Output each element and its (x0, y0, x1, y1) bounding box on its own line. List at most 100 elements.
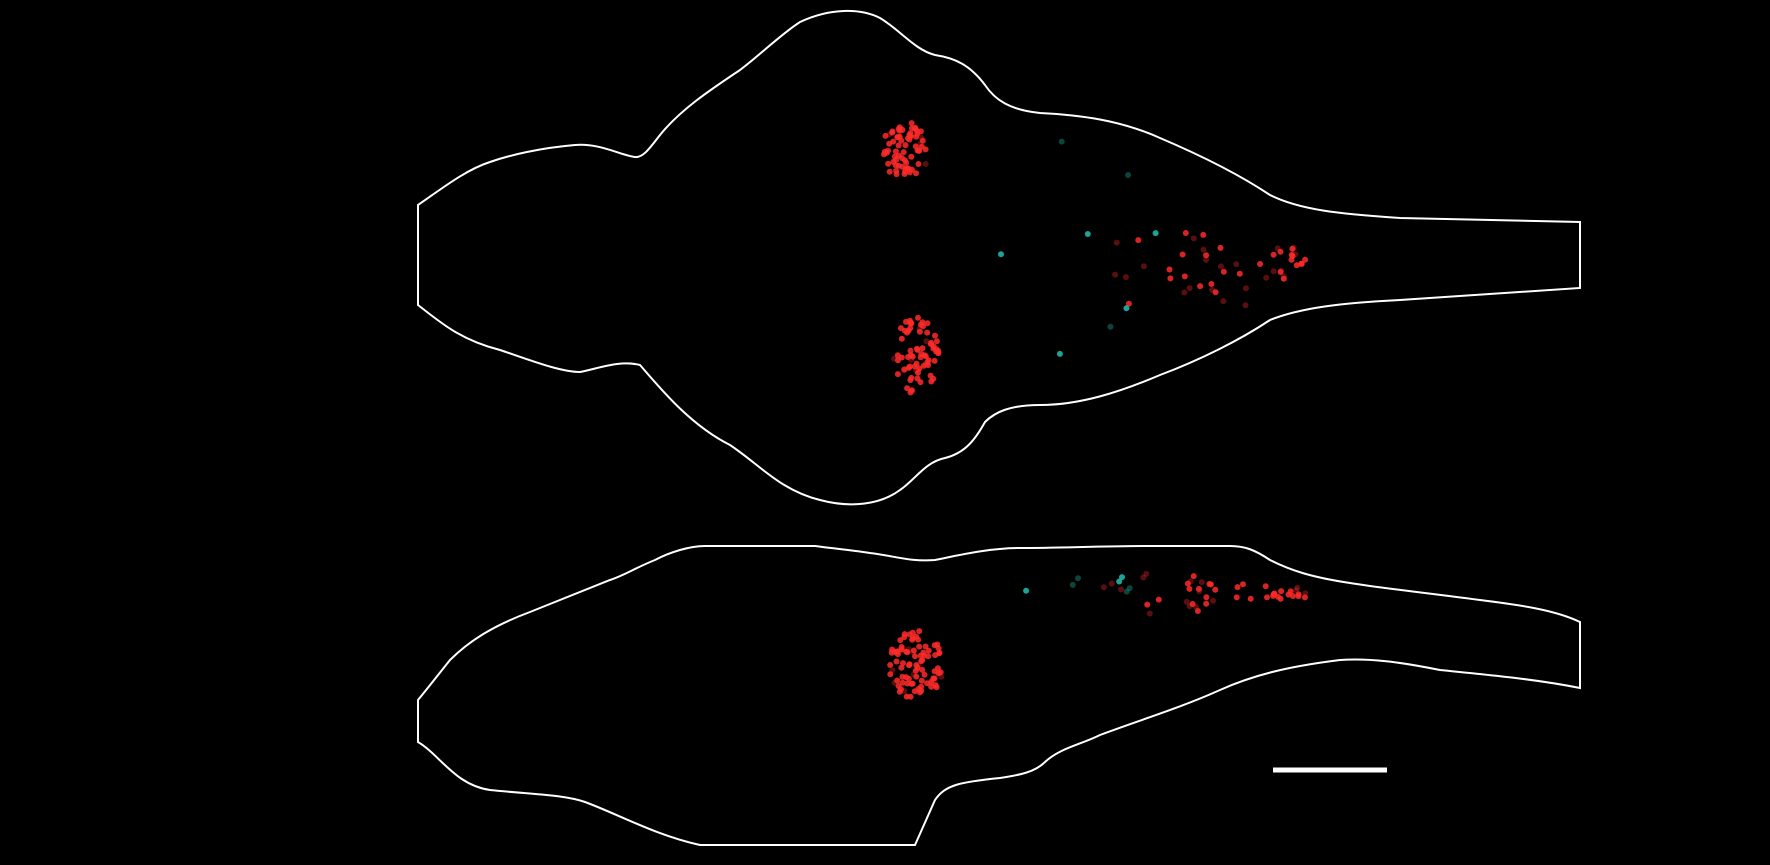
red-cell-marker (900, 660, 906, 667)
red-cell-marker (1264, 594, 1270, 601)
red-cell-marker (1212, 586, 1219, 593)
red-cell-marker (1270, 251, 1277, 258)
red-cell-marker (1144, 601, 1151, 608)
red-cell-marker (1181, 273, 1188, 280)
red-cell-marker (916, 328, 923, 335)
red-cell-marker (914, 664, 921, 671)
red-cell-marker (920, 649, 927, 656)
red-cell-marker (1194, 608, 1201, 614)
red-cell-marker (897, 647, 904, 654)
red-cell-marker (1203, 252, 1210, 259)
cyan-cell-marker (1126, 585, 1133, 592)
red-cell-marker (1208, 281, 1215, 287)
red-cell-marker (1274, 245, 1281, 252)
red-cell-marker (925, 647, 932, 654)
red-cell-marker (1186, 285, 1193, 292)
red-cell-marker (1135, 237, 1142, 244)
red-cell-marker (928, 679, 935, 685)
red-cell-marker (892, 148, 899, 155)
red-cell-marker (1125, 300, 1132, 307)
red-cell-marker (1281, 273, 1287, 280)
red-cell-marker (1146, 610, 1153, 617)
red-cell-marker (913, 673, 920, 680)
red-cell-marker (898, 335, 905, 342)
red-cell-marker (930, 345, 937, 352)
red-cell-marker (901, 688, 908, 694)
red-cell-marker (901, 171, 908, 177)
red-cell-marker (896, 688, 903, 695)
red-cell-marker (919, 137, 926, 144)
red-cell-marker (1302, 256, 1309, 263)
red-cell-marker (922, 353, 929, 360)
red-cell-marker (1189, 601, 1196, 607)
red-cell-marker (918, 677, 925, 684)
red-cell-marker (1295, 593, 1302, 600)
lateral-view (417, 545, 1581, 846)
red-cell-marker (1182, 230, 1189, 236)
red-cell-marker (1198, 579, 1205, 586)
red-cell-marker (1100, 584, 1107, 591)
lateral-brain-outline (417, 545, 1581, 846)
cyan-cell-marker (1075, 575, 1081, 582)
red-cell-marker (935, 347, 942, 354)
dorsal-brain-outline (417, 10, 1581, 506)
red-cell-marker (1243, 285, 1249, 292)
red-cell-marker (1183, 598, 1190, 605)
red-cell-marker (914, 147, 921, 154)
red-cell-marker (1140, 263, 1147, 270)
red-cell-marker (936, 649, 943, 656)
red-cell-marker (921, 671, 928, 678)
red-cell-marker (895, 126, 902, 132)
red-cell-marker (903, 693, 910, 700)
red-cell-marker (1242, 302, 1249, 309)
cyan-cell-marker (1058, 138, 1065, 145)
red-cell-marker (927, 372, 934, 379)
cyan-cell-marker (1125, 172, 1132, 178)
red-cell-marker (901, 631, 908, 638)
red-cell-marker (894, 651, 901, 658)
red-cell-marker (915, 369, 921, 376)
red-cell-marker (933, 338, 940, 345)
red-cell-marker (1293, 262, 1300, 269)
red-cell-marker (902, 142, 909, 149)
cyan-cell-marker (1056, 350, 1063, 357)
red-cell-marker (1285, 591, 1292, 598)
red-cell-marker (909, 353, 916, 360)
red-cell-marker (1212, 289, 1219, 296)
red-cell-marker (1203, 600, 1210, 607)
red-cell-marker (906, 317, 913, 324)
red-cell-marker (916, 628, 923, 635)
red-cell-marker (1218, 263, 1224, 270)
red-cell-marker (914, 346, 921, 353)
red-cell-marker (897, 637, 904, 644)
red-cell-marker (1112, 271, 1119, 278)
red-cell-marker (915, 662, 922, 668)
red-cell-marker (1179, 251, 1186, 258)
red-cell-marker (916, 643, 923, 650)
red-cell-marker (922, 161, 929, 167)
cyan-cell-marker (1084, 231, 1091, 237)
red-cell-marker (886, 168, 893, 175)
red-cell-marker (903, 648, 910, 655)
cell-markers (881, 120, 1309, 700)
red-cell-marker (895, 142, 902, 149)
red-cell-marker (913, 170, 919, 177)
red-cell-marker (919, 345, 926, 352)
red-cell-marker (1184, 580, 1191, 587)
red-cell-marker (908, 120, 915, 127)
red-cell-marker (1277, 248, 1284, 255)
red-cell-marker (923, 338, 930, 345)
red-cell-marker (1262, 583, 1269, 590)
red-cell-marker (917, 379, 924, 386)
cyan-cell-marker (1152, 230, 1159, 237)
red-cell-marker (907, 347, 914, 354)
red-cell-marker (1220, 268, 1227, 275)
red-cell-marker (932, 682, 939, 689)
red-cell-marker (931, 357, 938, 364)
red-cell-marker (888, 649, 895, 656)
red-cell-marker (1197, 283, 1204, 290)
red-cell-marker (910, 671, 917, 678)
red-cell-marker (1288, 251, 1295, 258)
red-cell-marker (919, 319, 926, 326)
red-cell-marker (890, 138, 897, 145)
